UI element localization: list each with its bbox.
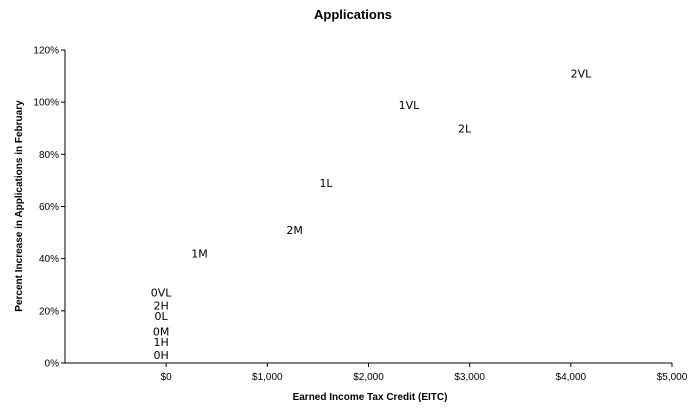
x-tick-label: $3,000: [454, 372, 485, 383]
y-tick-label: 80%: [39, 150, 59, 161]
y-tick-label: 40%: [39, 254, 59, 265]
x-axis-title: Earned Income Tax Credit (EITC): [293, 392, 448, 403]
data-point-label: 2H: [153, 300, 168, 313]
x-tick-label: $2,000: [353, 372, 384, 383]
chart-title: Applications: [314, 7, 392, 22]
x-axis-ticks: $0 $1,000 $2,000 $3,000 $4,000 $5,000: [161, 363, 688, 383]
data-point-label: 1M: [191, 247, 208, 260]
data-point-label: 1VL: [399, 99, 421, 112]
data-point-label: 2VL: [571, 67, 593, 80]
y-axis-title: Percent Increase in Applications in Febr…: [14, 100, 25, 312]
data-point-label: 1H: [153, 336, 168, 349]
data-point-label: 1L: [319, 177, 333, 190]
data-point-label: 0H: [153, 349, 168, 362]
y-axis-ticks: 0% 20% 40% 60% 80% 100% 120%: [33, 46, 65, 370]
data-point-label: 0VL: [151, 287, 173, 300]
x-tick-label: $1,000: [252, 372, 283, 383]
x-tick-label: $4,000: [556, 372, 587, 383]
data-point-label: 0M: [153, 326, 170, 339]
data-point-label: 2L: [458, 122, 472, 135]
y-tick-label: 0%: [45, 359, 60, 370]
data-point-label: 0L: [155, 310, 169, 323]
y-tick-label: 120%: [33, 46, 59, 57]
y-tick-label: 100%: [33, 98, 59, 109]
data-point-label: 2M: [286, 224, 303, 237]
x-tick-label: $5,000: [657, 372, 688, 383]
y-tick-label: 60%: [39, 202, 59, 213]
y-tick-label: 20%: [39, 306, 59, 317]
x-tick-label: $0: [161, 372, 173, 383]
